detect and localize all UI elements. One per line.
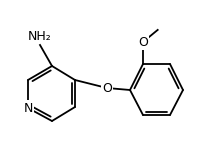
Text: NH₂: NH₂	[28, 30, 52, 43]
Text: O: O	[138, 35, 148, 49]
Text: N: N	[23, 101, 33, 115]
Text: O: O	[102, 81, 112, 95]
